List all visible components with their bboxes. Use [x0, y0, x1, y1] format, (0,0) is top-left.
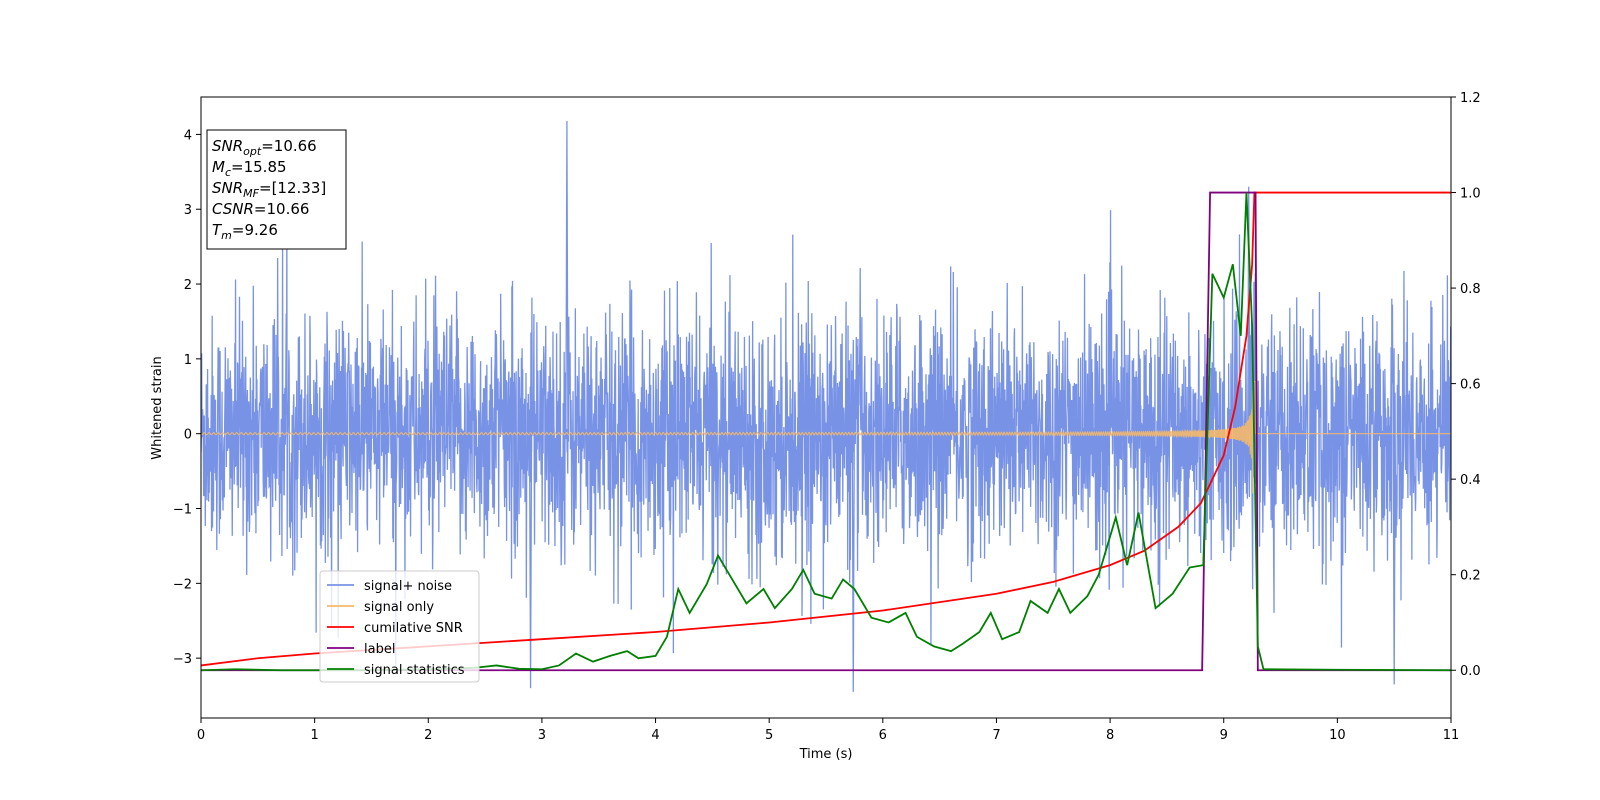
info-box: SNRopt=10.66Mc=15.85SNRMF=[12.33]CSNR=10…: [206, 129, 347, 250]
x-tick-label: 10: [1329, 728, 1346, 743]
x-tick-label: 4: [651, 728, 659, 743]
legend-entry: signal statistics: [364, 663, 465, 678]
y-axis-label: Whitened strain: [150, 356, 165, 459]
legend-entry: signal only: [364, 600, 434, 615]
series-signal-statistics: [201, 192, 1451, 672]
info-line: Tm=9.26: [212, 221, 278, 242]
x-tick-label: 11: [1443, 728, 1460, 743]
y-right-tick-label: 0.8: [1460, 282, 1481, 297]
x-tick-label: 7: [992, 728, 1000, 743]
x-axis-label: Time (s): [799, 747, 853, 762]
info-line: CSNR=10.66: [212, 200, 309, 218]
legend: signal+ noise signal only cumilative SNR la…: [319, 570, 480, 683]
y-axis-right: 0.0 0.2 0.4 0.6 0.8 1.0 1.2: [1451, 91, 1481, 679]
legend-entry: label: [364, 642, 395, 657]
x-tick-label: 0: [197, 728, 205, 743]
y-left-tick-label: 1: [184, 353, 192, 368]
x-tick-label: 5: [765, 728, 773, 743]
y-left-tick-label: 2: [184, 278, 192, 293]
y-right-tick-label: 1.0: [1460, 187, 1481, 202]
y-left-tick-label: −1: [173, 503, 192, 518]
series-signal-noise: [201, 120, 1451, 692]
x-tick-label: 3: [538, 728, 546, 743]
y-left-tick-label: −3: [173, 652, 192, 667]
y-left-tick-label: 0: [184, 428, 192, 443]
y-axis-left: −3 −2 −1 0 1 2 3 4: [173, 128, 201, 667]
x-tick-label: 2: [424, 728, 432, 743]
legend-entry: signal+ noise: [364, 579, 452, 594]
y-right-tick-label: 0.4: [1460, 473, 1481, 488]
y-right-tick-label: 0.0: [1460, 664, 1481, 679]
y-left-tick-label: 4: [184, 128, 192, 143]
x-tick-label: 8: [1106, 728, 1114, 743]
info-line: SNRMF=[12.33]: [212, 179, 326, 200]
y-right-tick-label: 1.2: [1460, 91, 1481, 106]
x-axis: 0 1 2 3 4 5 6 7 8 9 10 11: [197, 718, 1459, 743]
info-box-frame: [206, 129, 347, 250]
info-line: Mc=15.85: [212, 158, 287, 179]
series-signal-only: [201, 380, 1451, 494]
legend-frame: [319, 570, 480, 683]
x-tick-label: 6: [879, 728, 887, 743]
y-right-tick-label: 0.2: [1460, 569, 1481, 584]
y-right-tick-label: 0.6: [1460, 378, 1481, 393]
legend-entry: cumilative SNR: [364, 621, 463, 636]
y-left-tick-label: −2: [173, 577, 192, 592]
info-line: SNRopt=10.66: [212, 137, 317, 158]
plot-frame: [200, 96, 1452, 719]
x-tick-label: 9: [1220, 728, 1228, 743]
x-tick-label: 1: [310, 728, 318, 743]
y-left-tick-label: 3: [184, 203, 192, 218]
